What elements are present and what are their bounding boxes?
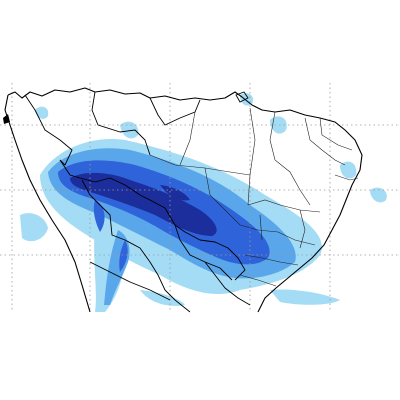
precip-area xyxy=(120,121,139,139)
precip-area xyxy=(93,200,105,232)
precip-area xyxy=(270,289,340,305)
precip-area xyxy=(370,187,387,203)
precip-heavy xyxy=(70,172,217,236)
precip-area xyxy=(340,161,357,179)
state-borders xyxy=(149,107,359,287)
border xyxy=(81,179,191,313)
state-border xyxy=(204,167,259,231)
precip-area xyxy=(140,290,185,306)
island xyxy=(3,114,10,124)
precip-area xyxy=(270,116,287,134)
precip-area xyxy=(70,172,217,236)
state-border xyxy=(247,107,256,206)
state-border xyxy=(334,174,359,181)
state-border xyxy=(269,111,311,206)
state-border xyxy=(259,214,263,241)
precip-area xyxy=(20,213,48,242)
state-border xyxy=(247,199,321,213)
state-border xyxy=(299,209,306,249)
border xyxy=(89,261,171,301)
state-border xyxy=(304,117,346,166)
border xyxy=(59,159,233,281)
state-border xyxy=(257,229,316,246)
precip-area xyxy=(160,185,190,201)
border xyxy=(174,224,246,281)
state-border xyxy=(244,254,299,266)
border xyxy=(204,261,251,306)
island xyxy=(235,91,249,103)
state-border xyxy=(179,111,196,166)
graticule xyxy=(0,83,400,312)
coastline xyxy=(4,94,91,313)
border xyxy=(149,97,201,126)
country-borders xyxy=(24,91,251,313)
map-frame xyxy=(0,83,400,313)
border xyxy=(24,94,73,166)
border xyxy=(91,91,151,156)
precip-area xyxy=(119,240,128,272)
state-border xyxy=(319,117,353,151)
state-border xyxy=(239,274,277,287)
coastline xyxy=(7,87,363,313)
